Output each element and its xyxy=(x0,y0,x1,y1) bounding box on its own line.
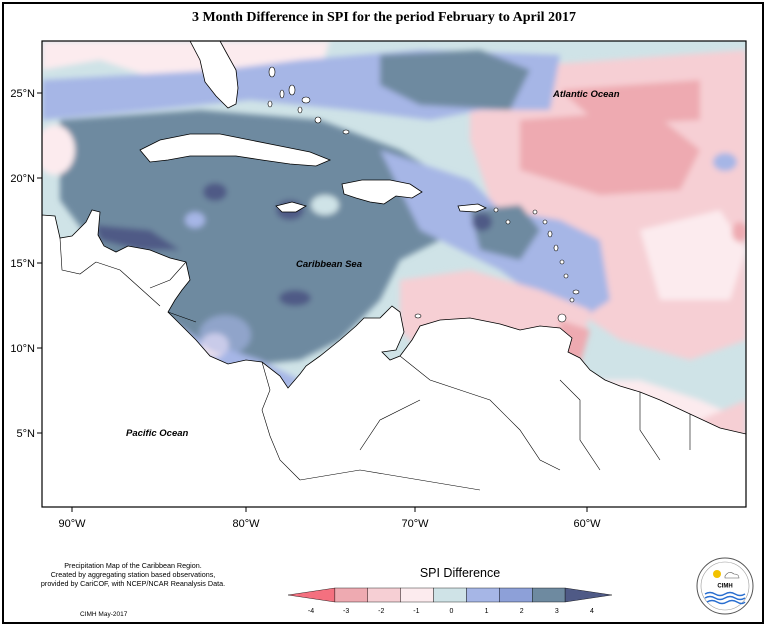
legend-swatch xyxy=(334,587,368,603)
cloud-icon xyxy=(724,572,740,579)
legend-tick-label: -1 xyxy=(413,608,419,615)
spi-legend-bar: -4 -3 -2 -1 0 1 2 3 4 xyxy=(287,587,613,615)
legend-swatch xyxy=(287,587,336,603)
lon-tick-label: 70°W xyxy=(401,518,429,530)
credits-line-3: provided by CariCOF, with NCEP/NCAR Rean… xyxy=(40,579,226,588)
land-masses xyxy=(42,41,746,507)
small-islands xyxy=(267,66,580,323)
lat-tick-label: 20°N xyxy=(10,173,35,185)
legend-swatch xyxy=(532,587,566,603)
spi-field xyxy=(42,41,746,507)
longitude-axis: 90°W 80°W 70°W 60°W xyxy=(58,507,601,530)
lon-tick-label: 60°W xyxy=(573,518,601,530)
jamaica xyxy=(275,201,307,213)
lat-tick-label: 10°N xyxy=(10,343,35,355)
hispaniola xyxy=(341,179,423,205)
map-title: 3 Month Difference in SPI for the period… xyxy=(191,10,577,25)
credits-line-2: Created by aggregating station based obs… xyxy=(50,570,216,579)
legend-tick-label: -3 xyxy=(343,608,349,615)
legend-tick-label: 0 xyxy=(450,608,454,615)
lon-tick-label: 90°W xyxy=(58,518,86,530)
lat-tick-label: 15°N xyxy=(10,258,35,270)
borders xyxy=(59,237,691,491)
legend-tick-label: 1 xyxy=(485,608,489,615)
credits: Precipitation Map of the Caribbean Regio… xyxy=(18,561,248,588)
legend-tick-label: 4 xyxy=(590,608,594,615)
florida xyxy=(189,41,239,109)
cuba xyxy=(139,133,332,167)
legend-swatch xyxy=(564,587,613,603)
pacific-ocean-label: Pacific Ocean xyxy=(126,428,189,439)
logo-text: CIMH xyxy=(717,584,732,590)
legend-swatch xyxy=(466,587,500,603)
cimh-logo: CIMH xyxy=(696,557,754,615)
legend-swatch xyxy=(499,587,533,603)
sun-icon xyxy=(713,570,721,578)
legend-title: SPI Difference xyxy=(419,566,501,580)
legend-tick-label: -2 xyxy=(378,608,384,615)
legend-tick-label: -4 xyxy=(308,608,314,615)
central-america xyxy=(42,209,746,507)
credits-date: CIMH May-2017 xyxy=(80,611,128,618)
puerto-rico xyxy=(457,203,487,213)
legend-swatch xyxy=(433,587,467,603)
caribbean-sea-label: Caribbean Sea xyxy=(296,259,362,270)
legend-tick-label: 2 xyxy=(520,608,524,615)
lon-tick-label: 80°W xyxy=(232,518,260,530)
legend-tick-label: 3 xyxy=(555,608,559,615)
map-border xyxy=(41,40,747,508)
atlantic-ocean-label: Atlantic Ocean xyxy=(552,89,620,100)
legend-swatch xyxy=(367,587,401,603)
lat-tick-label: 5°N xyxy=(17,428,36,440)
latitude-axis: 25°N 20°N 15°N 10°N 5°N xyxy=(10,88,42,440)
lat-tick-label: 25°N xyxy=(10,88,35,100)
legend-swatch xyxy=(400,587,434,603)
credits-line-1: Precipitation Map of the Caribbean Regio… xyxy=(64,561,202,570)
